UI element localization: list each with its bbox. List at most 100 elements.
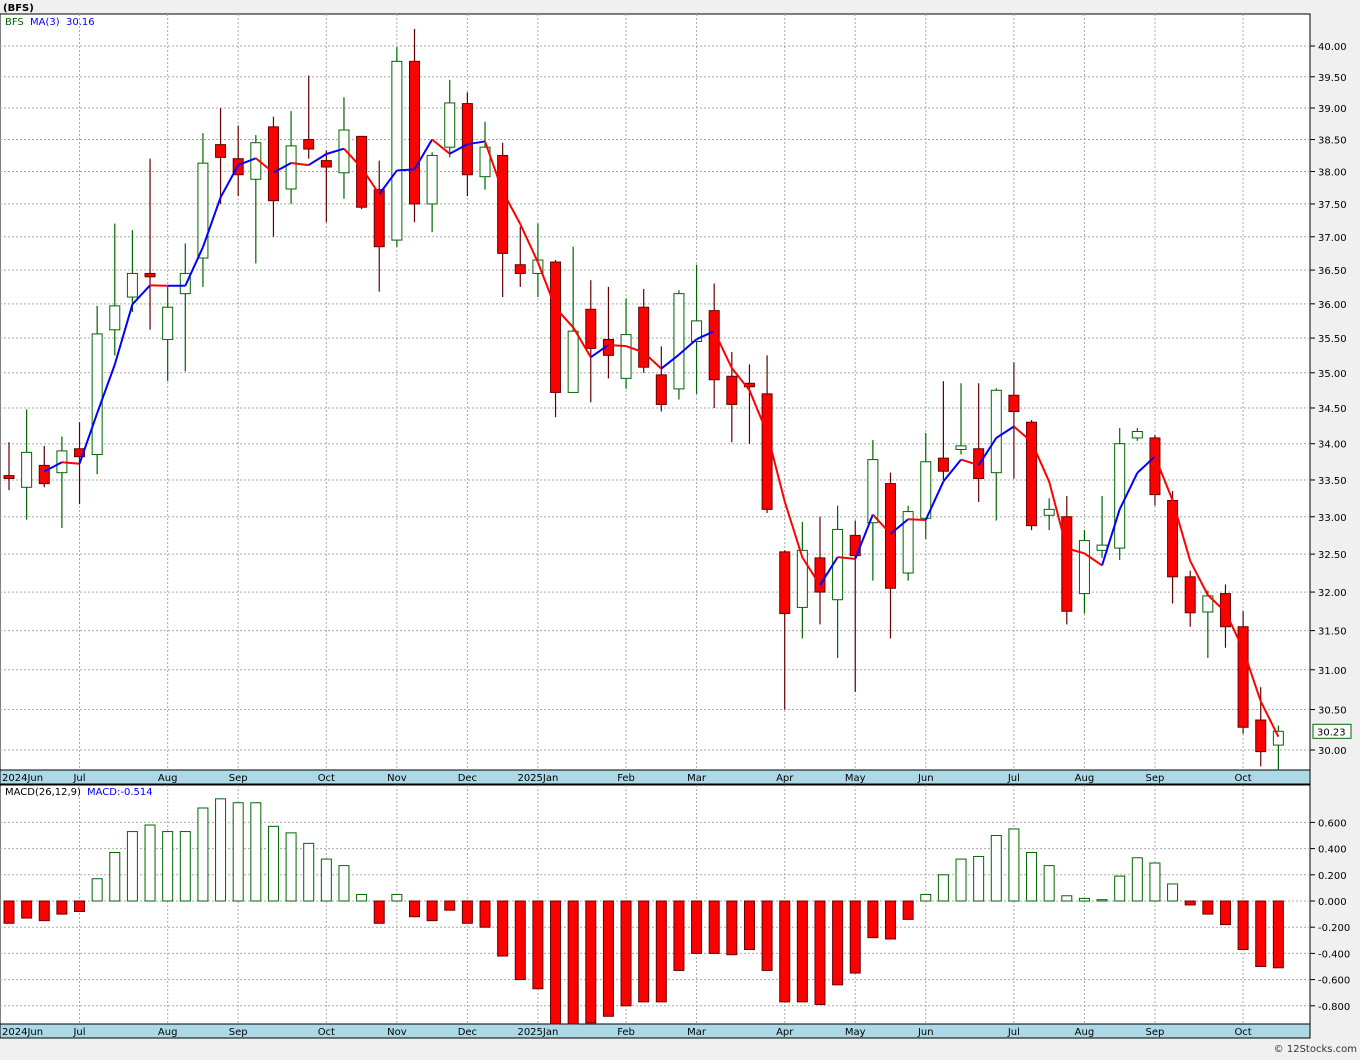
- price-tick-label: 31.00: [1318, 666, 1347, 677]
- macd-label: MACD(26,12,9): [5, 787, 81, 798]
- macd-bar-negative: [692, 901, 702, 953]
- price-tick-label: 36.50: [1318, 266, 1347, 277]
- macd-month-label: Jun: [917, 1027, 934, 1038]
- price-tick-label: 39.50: [1318, 73, 1347, 84]
- macd-month-label: 2025Jan: [517, 1027, 558, 1038]
- candle-up: [445, 103, 455, 147]
- month-label: Dec: [458, 773, 477, 784]
- macd-month-label: Feb: [617, 1027, 635, 1038]
- macd-bar-positive: [1097, 900, 1107, 901]
- macd-bar-negative: [815, 901, 825, 1004]
- month-label: Mar: [687, 773, 707, 784]
- macd-x-axis: [0, 1024, 1310, 1038]
- month-label: Jul: [1007, 773, 1020, 784]
- macd-panel: [0, 785, 1310, 1024]
- macd-bar-positive: [216, 799, 226, 901]
- macd-bar-positive: [1132, 858, 1142, 901]
- macd-month-label: Apr: [776, 1027, 794, 1038]
- macd-bar-negative: [568, 901, 578, 1024]
- macd-bar-positive: [251, 803, 261, 901]
- macd-bar-negative: [57, 901, 67, 914]
- price-tick-label: 37.50: [1318, 200, 1347, 211]
- price-tick-label: 34.00: [1318, 440, 1347, 451]
- price-tick-label: 30.00: [1318, 746, 1347, 757]
- macd-tick-label: 0.400: [1318, 845, 1347, 856]
- month-label: Jul: [72, 773, 85, 784]
- candle-down: [1220, 594, 1230, 627]
- candle-down: [515, 265, 525, 274]
- candle-up: [568, 331, 578, 392]
- macd-bar-positive: [357, 894, 367, 901]
- candle-down: [304, 140, 314, 150]
- chart-title: (BFS): [3, 3, 34, 14]
- macd-bar-positive: [974, 856, 984, 901]
- candle-up: [903, 512, 913, 573]
- candle-up: [674, 294, 684, 389]
- month-label: Aug: [158, 773, 178, 784]
- month-label: Apr: [776, 773, 794, 784]
- candle-up: [921, 462, 931, 518]
- macd-bar-negative: [833, 901, 843, 985]
- candle-up: [286, 146, 296, 189]
- month-label: Sep: [229, 773, 248, 784]
- macd-bar-positive: [286, 833, 296, 901]
- candle-up: [163, 307, 173, 339]
- candle-down: [268, 127, 278, 201]
- macd-bar-positive: [304, 843, 314, 901]
- macd-bar-positive: [1062, 896, 1072, 901]
- candle-down: [145, 273, 155, 276]
- candle-up: [1273, 731, 1283, 745]
- price-tick-label: 38.00: [1318, 168, 1347, 179]
- candle-up: [991, 390, 1001, 472]
- macd-tick-label: 0.600: [1318, 818, 1347, 829]
- candle-down: [886, 484, 896, 589]
- candle-down: [1256, 720, 1266, 752]
- macd-bar-positive: [1079, 898, 1089, 901]
- candle-up: [1132, 432, 1142, 438]
- macd-bar-negative: [903, 901, 913, 919]
- macd-bar-negative: [22, 901, 32, 918]
- candle-up: [1097, 545, 1107, 550]
- macd-month-label: Mar: [687, 1027, 707, 1038]
- candle-down: [551, 262, 561, 392]
- month-label: May: [845, 773, 866, 784]
- ma-line-segment: [608, 345, 626, 346]
- candle-down: [409, 61, 419, 204]
- macd-bar-positive: [956, 859, 966, 901]
- macd-bar-negative: [621, 901, 631, 1006]
- macd-bar-negative: [374, 901, 384, 923]
- macd-month-label: Nov: [387, 1027, 407, 1038]
- macd-bar-positive: [938, 875, 948, 901]
- macd-bar-negative: [886, 901, 896, 939]
- macd-bar-positive: [1044, 866, 1054, 901]
- month-label: 2024Jun: [2, 773, 43, 784]
- candle-down: [1062, 517, 1072, 611]
- candle-down: [780, 552, 790, 614]
- macd-month-label: Dec: [458, 1027, 477, 1038]
- macd-bar-positive: [145, 825, 155, 901]
- month-label: Jun: [917, 773, 934, 784]
- candle-up: [868, 460, 878, 523]
- macd-bar-negative: [744, 901, 754, 949]
- price-tick-label: 30.50: [1318, 706, 1347, 717]
- macd-tick-label: 0.000: [1318, 897, 1347, 908]
- price-tick-label: 40.00: [1318, 42, 1347, 53]
- month-label: Feb: [617, 773, 635, 784]
- candle-up: [956, 446, 966, 450]
- macd-bar-positive: [163, 832, 173, 901]
- macd-month-label: Jul: [1007, 1027, 1020, 1038]
- candle-down: [374, 190, 384, 247]
- price-tick-label: 37.00: [1318, 233, 1347, 244]
- macd-bar-negative: [1238, 901, 1248, 949]
- macd-bar-negative: [639, 901, 649, 1002]
- macd-bar-positive: [1168, 884, 1178, 901]
- price-x-axis: [0, 770, 1310, 784]
- macd-bar-positive: [92, 879, 102, 901]
- macd-bar-negative: [515, 901, 525, 980]
- candle-down: [639, 307, 649, 367]
- candle-down: [656, 375, 666, 405]
- macd-bar-positive: [1009, 829, 1019, 901]
- macd-bar-positive: [180, 832, 190, 901]
- macd-bar-positive: [392, 894, 402, 901]
